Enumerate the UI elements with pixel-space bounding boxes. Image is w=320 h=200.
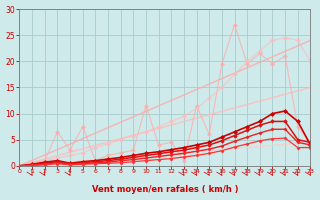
X-axis label: Vent moyen/en rafales ( km/h ): Vent moyen/en rafales ( km/h ): [92, 185, 238, 194]
